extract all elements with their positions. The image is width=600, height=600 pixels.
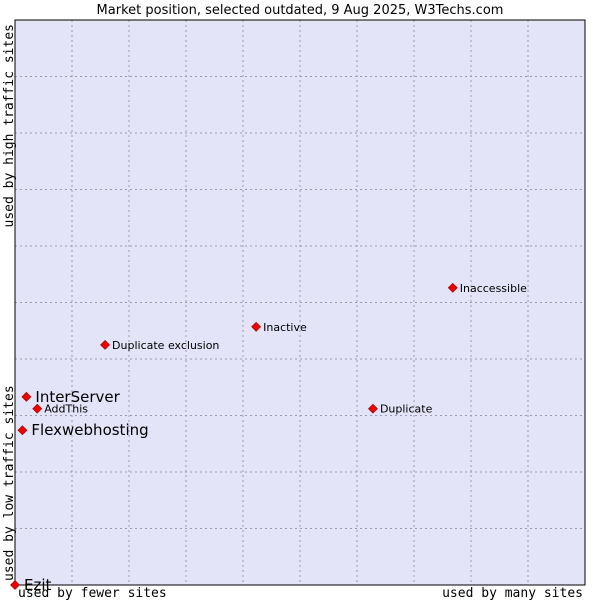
- data-point-label: Flexwebhosting: [31, 421, 148, 439]
- data-point-label: Duplicate: [380, 403, 433, 416]
- y-axis-label-high: used by high traffic sites: [2, 24, 17, 228]
- data-point-marker: [100, 339, 110, 350]
- chart-title: Market position, selected outdated, 9 Au…: [97, 3, 504, 18]
- data-point-label: Duplicate exclusion: [112, 339, 219, 352]
- data-point-label: InterServer: [35, 388, 120, 406]
- y-axis-label-low: used by low traffic sites: [2, 385, 17, 581]
- data-point-marker: [368, 403, 378, 414]
- data-point-label: Inaccessible: [460, 282, 527, 295]
- x-axis-label-high: used by many sites: [442, 586, 583, 600]
- x-axis-label-low: used by fewer sites: [18, 586, 167, 600]
- data-point-marker: [21, 391, 32, 402]
- data-point-marker: [251, 321, 262, 332]
- grid-lines: [15, 20, 585, 585]
- data-point-label: AddThis: [44, 403, 88, 416]
- plot-border: [14, 19, 586, 586]
- data-point-marker: [447, 282, 458, 293]
- data-point-marker: [10, 580, 20, 590]
- data-point-label: Ezit: [24, 576, 52, 594]
- data-point-label: Inactive: [263, 321, 307, 334]
- data-point-marker: [17, 425, 28, 436]
- data-point-marker: [32, 403, 43, 414]
